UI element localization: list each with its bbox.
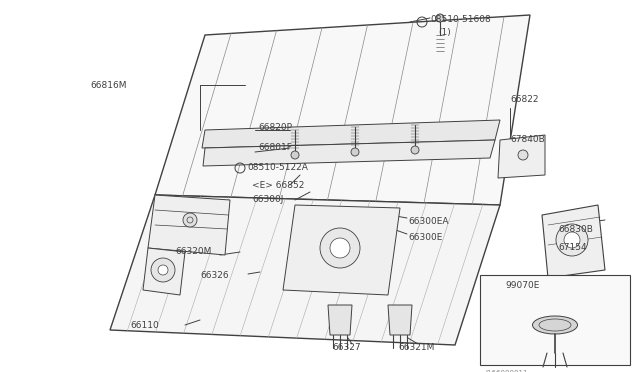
Polygon shape: [143, 248, 185, 295]
Text: 66326: 66326: [200, 270, 228, 279]
Circle shape: [320, 228, 360, 268]
Text: 66327: 66327: [332, 343, 360, 353]
FancyBboxPatch shape: [480, 275, 630, 365]
Polygon shape: [498, 135, 545, 178]
Polygon shape: [148, 195, 230, 255]
Text: 66321M: 66321M: [398, 343, 435, 353]
Text: 08510-5122A: 08510-5122A: [247, 164, 308, 173]
Circle shape: [187, 217, 193, 223]
Polygon shape: [388, 305, 412, 335]
Text: <E> 66852: <E> 66852: [252, 180, 305, 189]
Polygon shape: [110, 195, 500, 345]
Text: 67154: 67154: [558, 244, 587, 253]
Circle shape: [518, 150, 528, 160]
Text: J166000011: J166000011: [485, 370, 527, 372]
Text: 66820P: 66820P: [258, 124, 292, 132]
Text: 66830B: 66830B: [558, 225, 593, 234]
Circle shape: [151, 258, 175, 282]
Circle shape: [183, 213, 197, 227]
Text: 66300E: 66300E: [408, 234, 442, 243]
Text: 08510-51608: 08510-51608: [430, 16, 491, 25]
Circle shape: [330, 238, 350, 258]
Text: 66300EA: 66300EA: [408, 218, 449, 227]
Circle shape: [158, 265, 168, 275]
Polygon shape: [283, 205, 400, 295]
Text: 66320M: 66320M: [175, 247, 211, 257]
Text: 66300J: 66300J: [252, 196, 284, 205]
Circle shape: [351, 148, 359, 156]
Text: 66822: 66822: [510, 96, 538, 105]
Circle shape: [564, 232, 580, 248]
Circle shape: [436, 14, 444, 22]
Text: 66801F: 66801F: [258, 144, 292, 153]
Polygon shape: [542, 205, 605, 278]
Text: 66816M: 66816M: [90, 80, 127, 90]
Circle shape: [291, 151, 299, 159]
Ellipse shape: [532, 316, 577, 334]
Text: 67840B: 67840B: [510, 135, 545, 144]
Text: 99070E: 99070E: [505, 280, 540, 289]
Text: (1): (1): [438, 29, 451, 38]
Circle shape: [556, 224, 588, 256]
Polygon shape: [203, 140, 495, 166]
Text: 66110: 66110: [130, 321, 159, 330]
Polygon shape: [155, 15, 530, 205]
Polygon shape: [328, 305, 352, 335]
Polygon shape: [202, 120, 500, 148]
Circle shape: [411, 146, 419, 154]
